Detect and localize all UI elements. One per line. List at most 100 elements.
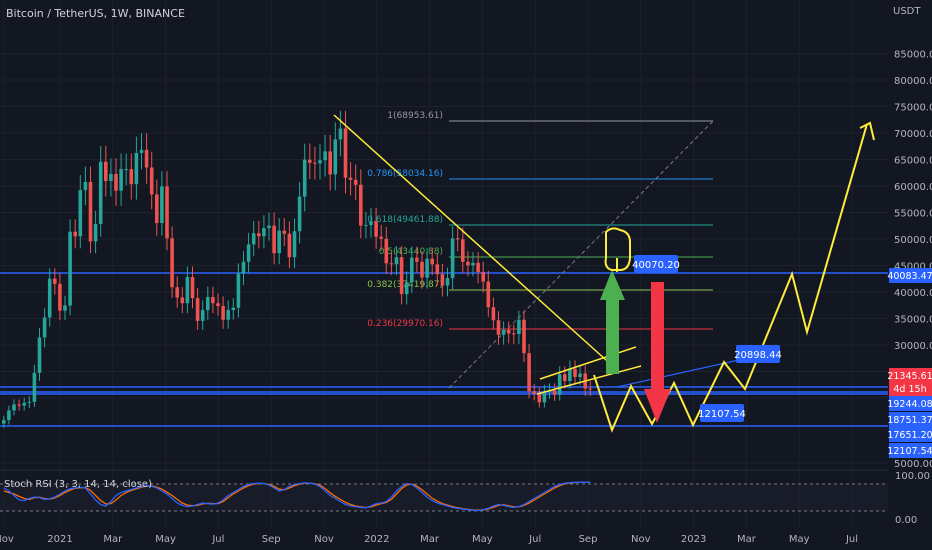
- time-tick-label: Nov: [0, 534, 14, 545]
- candle-body: [578, 374, 582, 377]
- candle-body: [543, 392, 547, 402]
- candle-body: [277, 231, 281, 253]
- candle-body: [461, 239, 465, 261]
- rsi-tick-label: 0.00: [895, 515, 917, 526]
- candle-body: [104, 162, 108, 181]
- candle-body: [538, 394, 542, 402]
- price-axis[interactable]: 85000.00 80000.00 75000.00 70000.00 65000.00…: [887, 50, 932, 527]
- candle-body: [114, 174, 118, 191]
- candle-body: [145, 150, 149, 168]
- candle-body: [155, 194, 159, 223]
- time-tick-label: Jul: [528, 534, 541, 545]
- candle-body: [318, 160, 322, 163]
- fib-level-label: 0.5(43440.88): [379, 247, 443, 257]
- candle-body: [186, 277, 190, 303]
- candle-body: [84, 182, 88, 190]
- candle-body: [63, 305, 67, 310]
- candle-body: [430, 259, 434, 265]
- candle-body: [226, 310, 230, 320]
- candle-body: [175, 287, 179, 297]
- candle-body: [124, 169, 128, 170]
- candle-body: [99, 162, 103, 224]
- candle-body: [267, 226, 271, 229]
- time-tick-label: 2023: [681, 534, 706, 545]
- candle-body: [140, 150, 144, 153]
- candle-body: [17, 404, 21, 405]
- currency-label: USDT: [893, 6, 920, 17]
- candle-body: [130, 169, 134, 184]
- candle-body: [471, 263, 475, 266]
- candle-body: [48, 279, 52, 318]
- low-target-label: 12107.54: [698, 404, 746, 422]
- candle-body: [288, 234, 292, 257]
- price-label: 17651.20: [887, 430, 932, 441]
- candle-body: [563, 374, 567, 381]
- time-tick-label: Mar: [737, 534, 757, 545]
- time-tick-label: 2022: [364, 534, 389, 545]
- candle-body: [257, 233, 261, 236]
- candle-body: [160, 186, 164, 223]
- candle-body: [33, 373, 37, 402]
- candlestick-series: [2, 111, 592, 428]
- time-tick-label: Jul: [845, 534, 858, 545]
- candle-body: [410, 258, 414, 282]
- fib-level-label: 0.786(58034.16): [367, 169, 443, 179]
- candle-body: [456, 238, 460, 239]
- time-axis[interactable]: Nov 2021 Mar May Jul Sep Nov 2022 Mar May Jul Sep No…: [0, 534, 858, 545]
- candle-body: [135, 153, 139, 184]
- candle-body: [211, 297, 215, 303]
- price-label: 4d 15h: [893, 384, 926, 395]
- price-tick-label: 80000.00: [894, 76, 932, 87]
- candle-body: [568, 369, 572, 381]
- candle-body: [502, 330, 506, 335]
- price-label: 18751.37: [887, 415, 932, 426]
- candle-body: [313, 163, 317, 164]
- candle-body: [492, 307, 496, 320]
- rsi-tick-label: 100.00: [895, 471, 930, 482]
- time-tick-label: May: [155, 534, 176, 545]
- price-tick-label: 40000.00: [894, 288, 932, 299]
- candle-body: [354, 180, 358, 185]
- candle-body: [497, 320, 501, 334]
- up-arrow-shaft: [606, 300, 619, 374]
- fib-level-label: 0.618(49461.88): [367, 215, 443, 225]
- time-tick-label: Nov: [631, 534, 651, 545]
- stoch-rsi-label[interactable]: Stoch RSI (3, 3, 14, 14, close): [4, 479, 152, 490]
- symbol-title[interactable]: Bitcoin / TetherUS, 1W, BINANCE: [6, 7, 185, 20]
- up-arrow-head: [600, 270, 625, 300]
- candle-body: [369, 221, 373, 225]
- candle-body: [53, 279, 57, 284]
- projection-path: [594, 124, 867, 430]
- price-tick-label: 70000.00: [894, 129, 932, 140]
- candle-body: [476, 263, 480, 272]
- candle-body: [79, 190, 83, 236]
- candle-body: [170, 238, 174, 287]
- candle-body: [517, 320, 521, 334]
- candle-body: [339, 128, 343, 139]
- candle-body: [221, 306, 225, 320]
- candle-body: [379, 237, 383, 239]
- candle-body: [109, 174, 113, 181]
- time-tick-label: 2021: [47, 534, 72, 545]
- candle-body: [252, 233, 256, 244]
- candle-body: [12, 404, 16, 410]
- fib-level-label: 1(68953.61): [387, 111, 443, 121]
- time-tick-label: Sep: [262, 534, 281, 545]
- price-tick-label: 85000.00: [894, 50, 932, 61]
- down-arrow-shaft: [651, 282, 664, 390]
- candle-body: [334, 139, 338, 174]
- fib-level-label: 0.236(29970.16): [367, 319, 443, 329]
- candle-body: [349, 178, 353, 180]
- time-tick-label: Mar: [420, 534, 440, 545]
- candle-body: [425, 259, 429, 278]
- candle-body: [507, 330, 511, 333]
- candle-body: [206, 297, 210, 310]
- time-tick-label: Jul: [211, 534, 224, 545]
- price-label: 19244.08: [887, 399, 932, 410]
- candle-body: [359, 185, 363, 226]
- candle-body: [43, 317, 47, 337]
- price-label: 12107.54: [887, 446, 932, 457]
- candle-body: [181, 298, 185, 304]
- candle-body: [527, 353, 531, 391]
